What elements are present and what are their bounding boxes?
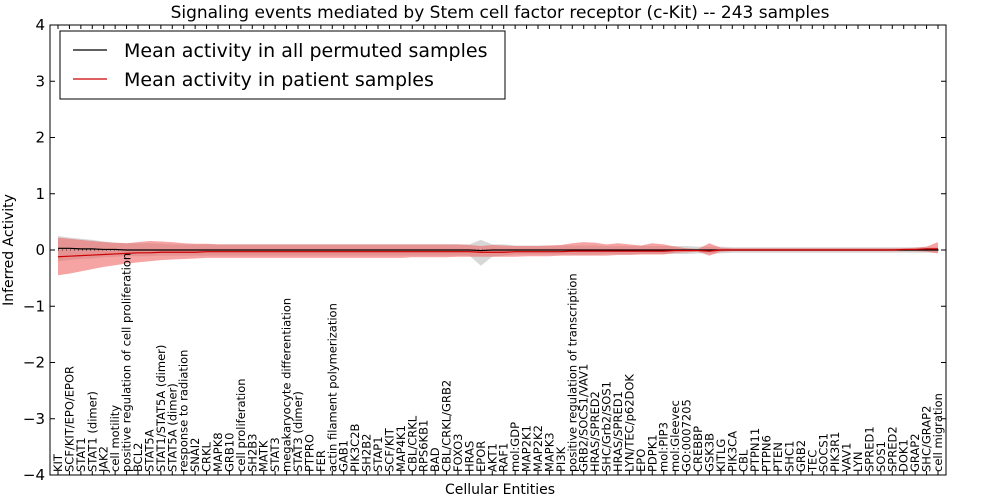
x-tick-label: GRB10	[222, 433, 236, 472]
x-tick-label: RAF1	[497, 443, 511, 472]
x-tick-label: SHC/Grb2/SOS1	[600, 381, 614, 472]
x-tick-label: KIT	[51, 453, 65, 472]
x-tick-label: PI3K	[554, 446, 568, 472]
x-tick-label: PIK3R1	[828, 432, 842, 473]
x-tick-label: RPS6KB1	[417, 420, 431, 472]
x-tick-label: STAT5A (dimer)	[165, 383, 179, 472]
x-tick-label: SH2B3	[245, 434, 259, 472]
x-tick-label: SCF/KIT/EPO/EPOR	[62, 366, 76, 472]
x-tick-label: MAPK8	[211, 432, 225, 472]
chart-title: Signaling events mediated by Stem cell f…	[171, 3, 830, 23]
x-tick-label: SPRED2	[885, 426, 899, 472]
x-tick-label: cell motility	[108, 405, 122, 472]
x-tick-label: SH2B2	[360, 434, 374, 472]
x-tick-label: CBL/CRKL/GRB2	[440, 380, 454, 472]
x-tick-label: CBL	[737, 449, 751, 472]
x-tick-label: cell proliferation	[234, 378, 248, 472]
x-tick-label: SCF/KIT	[382, 427, 396, 472]
x-tick-label: VAV1	[840, 443, 854, 472]
x-tick-label: PIK3CA	[725, 431, 739, 472]
x-tick-label: BAD	[428, 447, 442, 472]
y-tick-label: 0	[35, 241, 45, 259]
x-tick-label: HRAS/SPRED1	[611, 391, 625, 472]
x-tick-label: DOK1	[897, 439, 911, 472]
x-tick-label: positive regulation of transcription	[565, 273, 579, 472]
x-tick-label: GRB2	[794, 440, 808, 472]
x-tick-label: SOS1	[874, 441, 888, 472]
x-tick-label: MATK	[257, 440, 271, 472]
y-axis-label: Inferred Activity	[1, 194, 17, 306]
x-tick-label: HRAS/SPRED2	[588, 391, 602, 472]
x-tick-label: STAT3 (dimer)	[291, 391, 305, 472]
x-tick-label: EPO	[634, 449, 648, 472]
legend-label-permuted: Mean activity in all permuted samples	[124, 40, 487, 62]
y-tick-label: 4	[35, 16, 45, 34]
x-tick-label: SOCS1	[817, 433, 831, 472]
x-tick-label: STAT5A	[142, 429, 156, 472]
x-tick-label: cell migration	[931, 393, 945, 472]
legend: Mean activity in all permuted samples Me…	[59, 30, 506, 100]
plot-area: 43210−1−2−3−4KITSCF/KIT/EPO/EPORSTAT1STA…	[23, 16, 947, 484]
x-tick-label: STAT3	[268, 437, 282, 472]
legend-box	[59, 30, 506, 100]
x-tick-label: MAP4K1	[394, 425, 408, 472]
x-tick-label: GRB2/SOCS1/VAV1	[577, 364, 591, 472]
x-tick-label: PTPRO	[302, 434, 316, 472]
x-tick-label: SHC1	[782, 441, 796, 472]
y-tick-label: −4	[23, 466, 45, 484]
x-tick-label: CRKL	[200, 441, 214, 472]
x-tick-label: SNAI2	[188, 438, 202, 472]
x-tick-label: positive regulation of cell proliferatio…	[120, 253, 134, 472]
x-tick-label: STAT1	[74, 437, 88, 472]
x-tick-label: SHC/GRAP2	[920, 406, 934, 472]
y-tick-label: −3	[23, 410, 45, 428]
patient-band	[58, 237, 938, 276]
y-tick-label: 1	[35, 185, 45, 203]
y-tick-label: 2	[35, 129, 45, 147]
x-tick-label: SPRED1	[862, 426, 876, 472]
x-tick-label: FOXO3	[451, 434, 465, 472]
x-tick-label: STAT1 (dimer)	[85, 391, 99, 472]
x-tick-label: GRAP2	[908, 433, 922, 472]
x-tick-label: KITLG	[714, 439, 728, 472]
y-tick-label: −2	[23, 354, 45, 372]
x-tick-label: AKT1	[485, 443, 499, 472]
x-tick-label: PIK3C2B	[348, 423, 362, 472]
legend-label-patient: Mean activity in patient samples	[124, 69, 434, 91]
y-tick-label: 3	[35, 72, 45, 90]
x-tick-label: GSK3B	[702, 433, 716, 472]
patient-mean-line	[57, 248, 938, 258]
x-tick-label: LYN/TEC/p62DOK	[622, 374, 636, 472]
x-tick-label: MAP2K1	[520, 425, 534, 472]
x-tick-label: GAB1	[337, 440, 351, 472]
x-tick-label: actin filament polymerization	[325, 303, 339, 472]
x-tick-label: FER	[314, 450, 328, 472]
x-tick-label: CREBBP	[691, 426, 705, 472]
x-tick-label: response to radiation	[177, 350, 191, 472]
x-tick-label: EPOR	[474, 441, 488, 472]
x-tick-label: PTEN	[771, 442, 785, 472]
x-tick-label: HRAS	[462, 441, 476, 472]
x-tick-label: GO:0007205	[680, 399, 694, 472]
x-tick-label: mol:GDP	[508, 422, 522, 472]
x-tick-label: PDPK1	[645, 434, 659, 472]
x-tick-label: PTPN6	[760, 435, 774, 472]
x-tick-label: LYN	[851, 451, 865, 472]
x-tick-label: PTPN11	[748, 428, 762, 472]
y-tick-label: −1	[23, 297, 45, 315]
x-tick-label: BCL2	[131, 443, 145, 472]
x-tick-label: JAK2	[97, 446, 111, 473]
x-tick-label: MAP2K2	[531, 425, 545, 472]
x-tick-label: mol:PIP3	[657, 422, 671, 472]
x-tick-label: CBL/CRKL	[405, 415, 419, 472]
x-tick-label: MAPK3	[542, 432, 556, 472]
x-tick-label: megakaryocyte differentiation	[280, 298, 294, 472]
x-tick-label: mol:Gleevec	[668, 400, 682, 472]
x-tick-label: STAT1/STAT5A (dimer)	[154, 345, 168, 472]
x-tick-label: STAP1	[371, 436, 385, 472]
x-tick-label: TEC	[805, 450, 819, 473]
x-axis-label: Cellular Entities	[445, 482, 555, 498]
